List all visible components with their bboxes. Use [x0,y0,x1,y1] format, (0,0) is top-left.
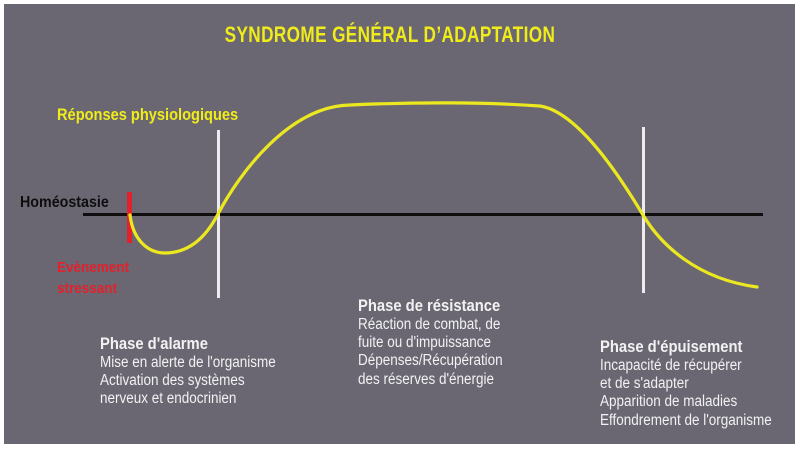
stress-event-label: Evènement stressant [57,257,129,299]
background-panel [4,4,795,444]
phase-alarm-desc-line: Mise en alerte de l'organisme [100,354,276,371]
phase-alarm-desc-line: Activation des systèmes [100,372,245,390]
phase-exhaustion-desc-line: et de s'adapter [600,375,689,393]
y-axis-label: Réponses physiologiques [57,105,239,124]
phase-alarm-desc-line: nerveux et endocrinien [100,390,237,408]
phase-divider-resistance-exhaustion [642,127,645,293]
phase-block-alarm: Phase d'alarme Mise en alerte de l'organ… [100,333,276,409]
phase-resistance-desc-line: des réserves d'énergie [358,370,495,388]
phase-exhaustion-desc-line: Effondrement de l'organisme [600,411,772,429]
phase-resistance-desc-line: Dépenses/Récupération [358,352,503,370]
stress-event-label-line2: stressant [57,280,118,297]
phase-exhaustion-desc-line: Apparition de maladies [600,393,738,411]
stress-response-curve [128,101,759,289]
phase-resistance-desc-line: fuite ou d'impuissance [358,334,492,352]
page-title-text: SYNDROME GÉNÉRAL D’ADAPTATION [224,22,556,47]
phase-block-resistance: Phase de résistance Réaction de combat, … [358,295,503,389]
homeostasis-baseline [83,213,763,216]
phase-exhaustion-title: Phase d'épuisement [600,337,743,356]
phase-exhaustion-desc-line: Incapacité de récupérer [600,357,742,374]
page-title: SYNDROME GÉNÉRAL D’ADAPTATION [0,22,780,48]
phase-resistance-desc-line: Réaction de combat, de [358,316,501,333]
stress-event-label-line1: Evènement [57,259,130,276]
phase-block-exhaustion: Phase d'épuisement Incapacité de récupér… [600,336,772,430]
phase-resistance-title: Phase de résistance [358,296,501,315]
homeostasis-label: Homéostasie [20,194,109,211]
phase-alarm-title: Phase d'alarme [100,334,208,353]
